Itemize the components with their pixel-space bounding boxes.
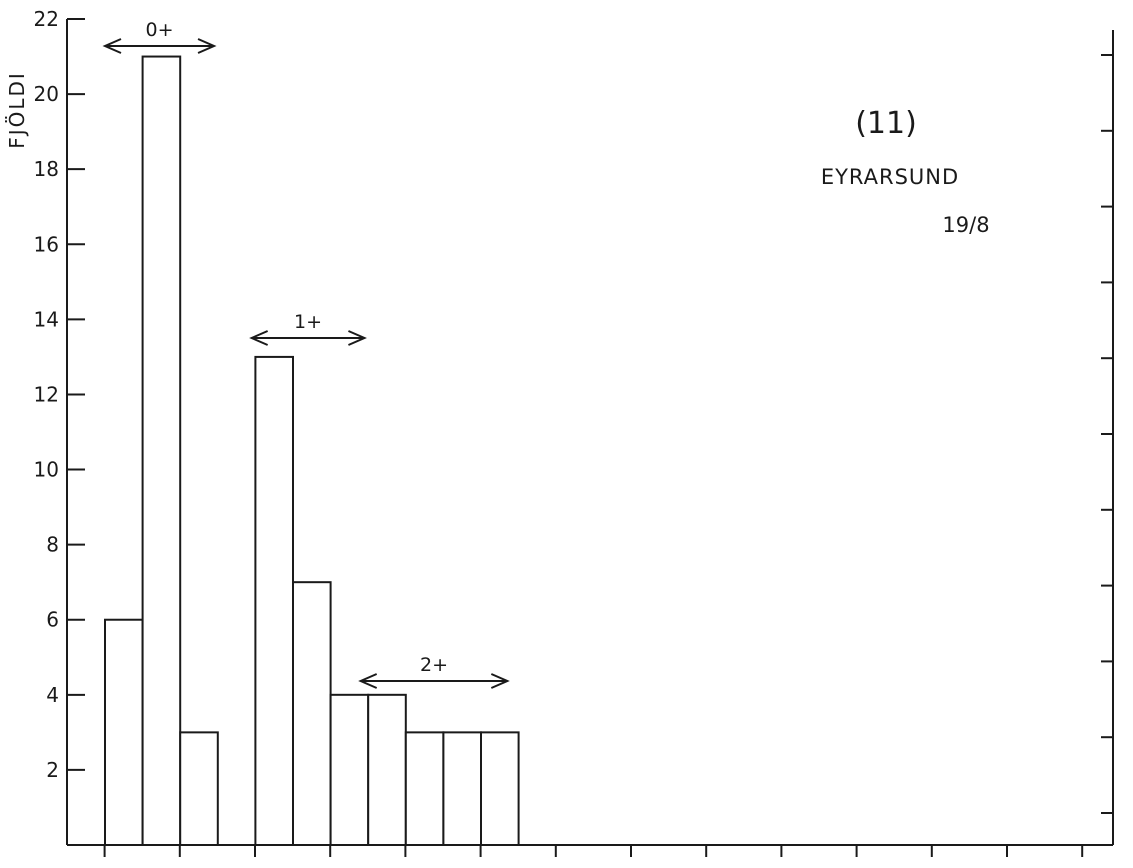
bar [404,731,445,847]
y-tick-label: 4 [46,683,59,707]
age-group-label: 0+ [146,19,174,41]
right-axis-ticks [1101,54,1113,814]
chart-title: (11) [855,106,917,141]
bar [480,731,520,847]
y-tick-label: 14 [34,307,59,331]
y-tick-label: 2 [46,758,59,782]
age-group-label: 1+ [294,311,322,333]
arrow-head-right [490,673,510,689]
y-tick-label: 20 [34,82,59,106]
y-axis-label: FJÖLDI [5,71,29,149]
bar [141,55,182,846]
bar [442,731,482,847]
arrow-head-left [102,38,122,54]
bar [292,581,332,846]
y-ticks: 2 4 6 8 10 12 14 16 18 20 22 [34,7,85,782]
y-tick-label: 6 [46,608,59,632]
age-group-2plus: 2+ [358,654,510,689]
y-tick-label: 18 [34,157,59,181]
bar [367,693,407,846]
bars [104,55,520,847]
age-group-0plus: 0+ [102,19,217,54]
chart-date: 19/8 [942,213,989,237]
bar [329,693,370,846]
y-tick-label: 22 [34,7,59,31]
arrow-head-right [197,38,217,54]
bar [254,355,294,846]
bar [104,618,144,847]
y-tick-label: 8 [46,533,59,557]
y-tick-label: 12 [34,382,59,406]
age-group-label: 2+ [420,654,448,676]
y-tick-label: 16 [34,232,59,256]
arrow-head-left [358,673,378,689]
chart-subtitle: EYRARSUND [821,165,959,189]
arrow-head-left [249,330,269,346]
age-group-annotations: 0+ 1+ 2+ [102,19,510,689]
arrow-head-right [348,330,367,346]
x-ticks [103,845,1084,857]
age-group-1plus: 1+ [249,311,367,346]
bar [179,731,219,847]
y-tick-label: 10 [34,458,59,482]
axes [66,19,1114,846]
